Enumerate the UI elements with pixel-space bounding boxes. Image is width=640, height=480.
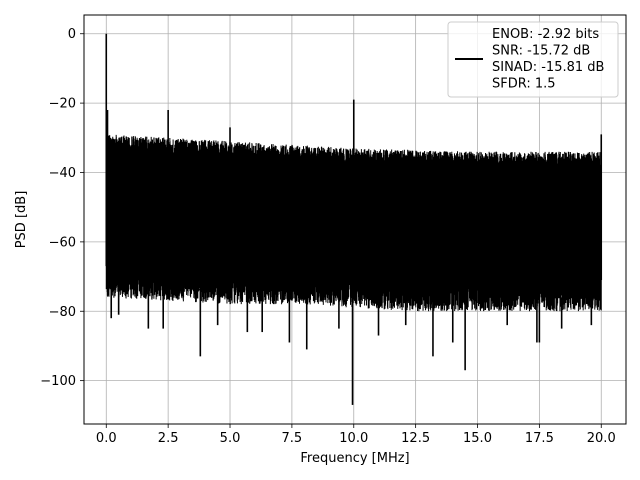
x-tick-label: 20.0 [587,431,616,446]
y-tick-label: −60 [49,235,76,250]
y-tick-label: −80 [49,305,76,320]
y-tick-label: −20 [49,97,76,112]
y-axis-label: PSD [dB] [14,191,29,249]
legend-entry-snr: SNR: -15.72 dB [492,44,590,59]
x-tick-label: 17.5 [525,431,554,446]
x-tick-label: 5.0 [220,431,241,446]
x-tick-label: 12.5 [401,431,430,446]
x-axis-ticks: 0.0 2.5 5.0 7.5 10.0 12.5 15.0 17.5 20.0 [96,424,616,446]
legend-box [447,21,619,98]
series-layer [105,33,603,405]
legend-entry-sfdr: SFDR: 1.5 [492,77,556,92]
legend-entry-sinad: SINAD: -15.81 dB [492,60,604,75]
x-tick-label: 2.5 [158,431,179,446]
x-tick-label: 10.0 [339,431,368,446]
x-tick-label: 0.0 [96,431,117,446]
legend: ENOB: -2.92 bits SNR: -15.72 dB SINAD: -… [447,21,619,98]
y-axis-ticks: 0 −20 −40 −60 −80 −100 [40,27,84,389]
x-tick-label: 15.0 [463,431,492,446]
y-tick-label: −100 [40,374,76,389]
y-tick-label: −40 [49,166,76,181]
plot-frame [83,14,627,425]
legend-entry-enob: ENOB: -2.92 bits [492,27,599,42]
x-axis-label: Frequency [MHz] [300,451,409,466]
x-tick-label: 7.5 [282,431,303,446]
y-tick-label: 0 [68,27,76,42]
